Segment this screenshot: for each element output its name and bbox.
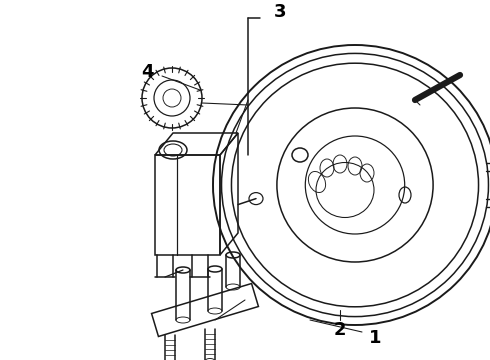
Text: 3: 3 xyxy=(274,3,286,21)
Text: 1: 1 xyxy=(369,329,381,347)
Text: 4: 4 xyxy=(141,63,153,81)
Text: 2: 2 xyxy=(334,321,346,339)
